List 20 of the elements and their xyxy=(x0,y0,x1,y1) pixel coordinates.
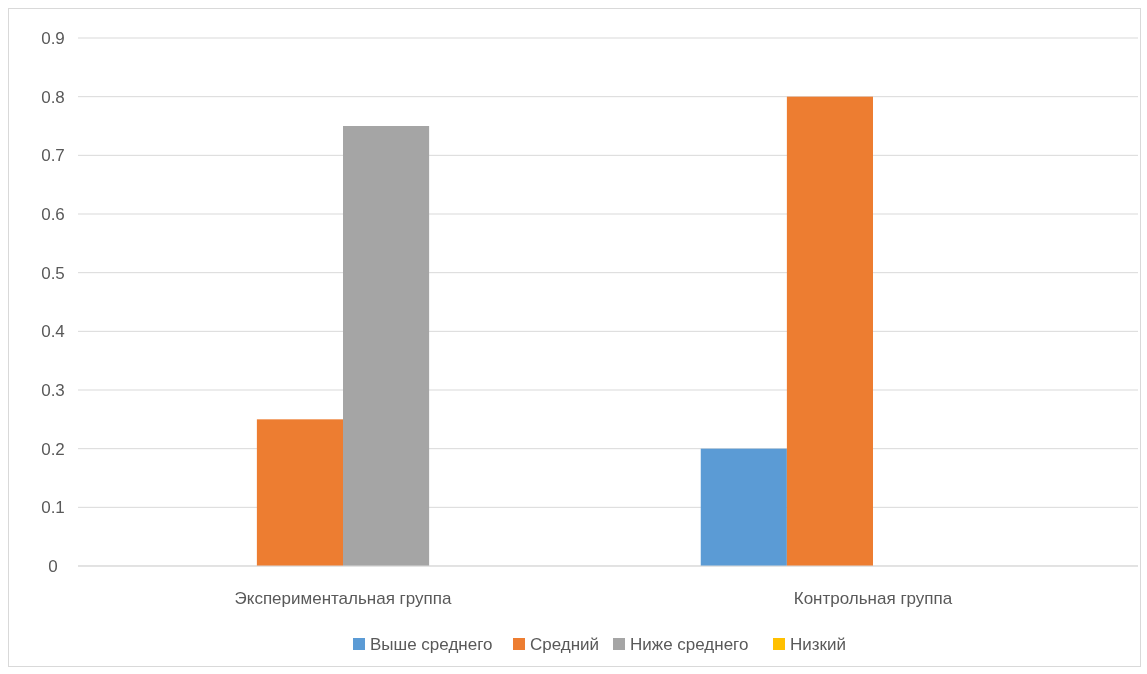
y-tick-label: 0.7 xyxy=(41,146,65,166)
y-tick-label: 0.5 xyxy=(41,263,65,283)
bar xyxy=(343,126,430,566)
y-tick-label: 0 xyxy=(48,556,58,576)
y-tick-label: 0.9 xyxy=(41,28,65,48)
bar xyxy=(786,96,873,566)
bar xyxy=(256,419,343,566)
y-tick-label: 0.4 xyxy=(41,322,65,342)
y-tick-label: 0.6 xyxy=(41,204,65,224)
legend-label: Выше среднего xyxy=(370,634,493,654)
legend-label: Низкий xyxy=(790,634,846,654)
y-tick-label: 0.3 xyxy=(41,380,65,400)
x-tick-label: Контрольная группа xyxy=(793,589,953,608)
y-tick-label: 0.8 xyxy=(41,87,65,107)
legend-label: Средний xyxy=(530,634,600,654)
legend-label: Ниже среднего xyxy=(630,634,749,654)
y-tick-label: 0.2 xyxy=(41,439,65,459)
y-tick-label: 0.1 xyxy=(41,498,65,518)
bar xyxy=(700,448,787,566)
x-tick-label: Экспериментальная группа xyxy=(234,589,452,608)
